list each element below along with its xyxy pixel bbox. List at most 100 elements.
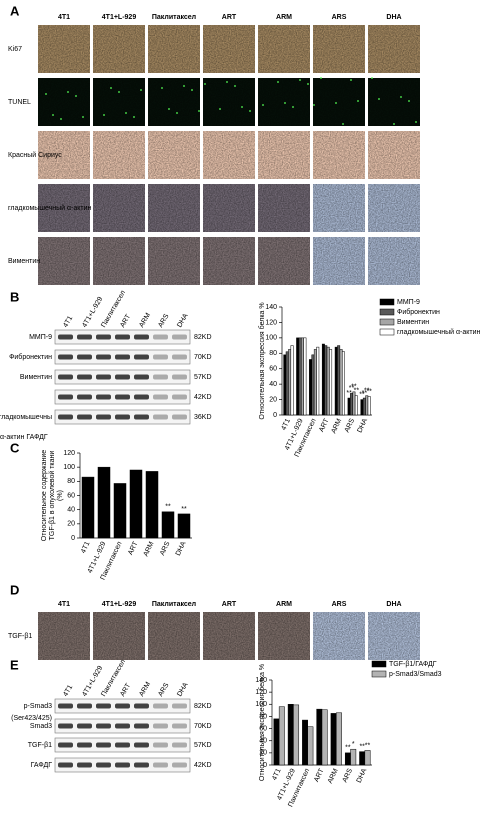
tunel-dot	[219, 108, 221, 110]
blot-band	[134, 742, 149, 748]
y-tick-label: 140	[265, 304, 277, 311]
micrograph-texture	[93, 612, 145, 660]
blot-band	[172, 723, 187, 729]
column-label: 4T1+L-929	[102, 601, 137, 608]
blot-band	[58, 703, 73, 709]
micrograph-texture	[258, 612, 310, 660]
bar	[278, 706, 285, 766]
y-tick-label: 40	[269, 381, 277, 388]
blot-band	[77, 374, 92, 380]
column-label: ARM	[276, 14, 292, 21]
tunel-dot	[292, 106, 294, 108]
blot-row-label: Виментин	[20, 374, 52, 381]
tunel-dot	[262, 104, 264, 106]
blot-band	[172, 742, 187, 748]
tunel-dot	[320, 77, 322, 79]
legend-swatch	[371, 670, 387, 678]
tunel-dot	[400, 96, 402, 98]
lane-label: 4T1	[62, 315, 74, 329]
tunel-dot	[241, 106, 243, 108]
blot-band	[58, 334, 73, 340]
column-label: ARS	[332, 601, 347, 608]
significance-label: **	[165, 504, 171, 511]
tunel-dot	[52, 114, 54, 116]
micrograph-texture	[38, 612, 90, 660]
y-tick-label: 120	[63, 450, 75, 457]
micrograph-texture	[203, 131, 255, 179]
legend-label: Виментин	[397, 319, 429, 326]
column-label: DHA	[386, 601, 401, 608]
tunel-dot	[75, 95, 77, 97]
blot-band	[77, 394, 92, 400]
lane-label: ARM	[138, 681, 152, 698]
legend-label: TGF-β1/ГАФДГ	[389, 661, 437, 668]
significance-label: **	[349, 385, 355, 392]
micrograph-texture	[313, 612, 365, 660]
blot-kd-label: 70KD	[194, 354, 212, 361]
y-tick-label: 0	[273, 412, 277, 419]
micrograph-texture	[93, 25, 145, 73]
blot-band	[172, 762, 187, 768]
micrograph-texture	[203, 237, 255, 285]
blot-band	[153, 762, 168, 768]
bar	[354, 395, 358, 416]
blot-band	[96, 762, 111, 768]
blot-band	[153, 414, 168, 420]
bar	[336, 712, 342, 766]
blot-band	[115, 394, 130, 400]
blot-band	[96, 334, 111, 340]
tunel-dot	[307, 83, 309, 85]
row-label: TGF-β1	[8, 633, 32, 640]
x-tick-label: ART	[127, 540, 140, 556]
y-tick-label: 40	[67, 507, 75, 514]
bar	[293, 704, 300, 766]
bar	[352, 391, 356, 416]
tunel-dot	[284, 102, 286, 104]
legend-swatch	[371, 660, 387, 668]
micrograph-texture	[258, 184, 310, 232]
micrograph-texture	[368, 131, 420, 179]
bar	[301, 337, 304, 416]
bar	[288, 349, 292, 416]
y-tick-label: 120	[255, 689, 267, 696]
blot-band	[115, 723, 130, 729]
bar	[81, 476, 95, 539]
bar	[296, 337, 300, 416]
column-label: ARS	[332, 14, 347, 21]
bar	[298, 337, 302, 416]
micrograph-texture	[148, 612, 200, 660]
blot-band	[172, 374, 187, 380]
micrograph-texture	[203, 184, 255, 232]
bar	[273, 718, 280, 766]
significance-label: **	[181, 506, 187, 513]
legend-label: Фибронектин	[397, 308, 440, 316]
blot-row-label: TGF-β1	[28, 742, 52, 749]
bar	[342, 351, 345, 416]
blot-band	[96, 723, 111, 729]
panel-letter: E	[10, 657, 19, 672]
micrograph-texture	[93, 78, 145, 126]
row-label: Виментин	[8, 258, 40, 265]
blot-kd-label: 82KD	[194, 334, 212, 341]
blot-band	[77, 762, 92, 768]
bar	[177, 513, 191, 539]
legend-swatch	[379, 308, 395, 316]
tunel-dot	[118, 91, 120, 93]
x-tick-label: DHA	[356, 767, 369, 784]
tunel-dot	[204, 83, 206, 85]
bar	[307, 726, 314, 766]
micrograph-texture	[313, 78, 365, 126]
blot-band	[172, 703, 187, 709]
bar	[145, 471, 159, 539]
micrograph-texture	[368, 25, 420, 73]
blot-kd-label: 57KD	[194, 374, 212, 381]
bar	[324, 345, 328, 416]
significance-label: **	[365, 742, 371, 749]
significance-label: **	[359, 743, 365, 750]
bar	[350, 748, 357, 766]
column-label: 4T1+L-929	[102, 14, 137, 21]
micrograph-texture	[368, 78, 420, 126]
lane-label: 4T1	[62, 684, 74, 698]
y-tick-label: 80	[259, 713, 267, 720]
tunel-dot	[335, 102, 337, 104]
